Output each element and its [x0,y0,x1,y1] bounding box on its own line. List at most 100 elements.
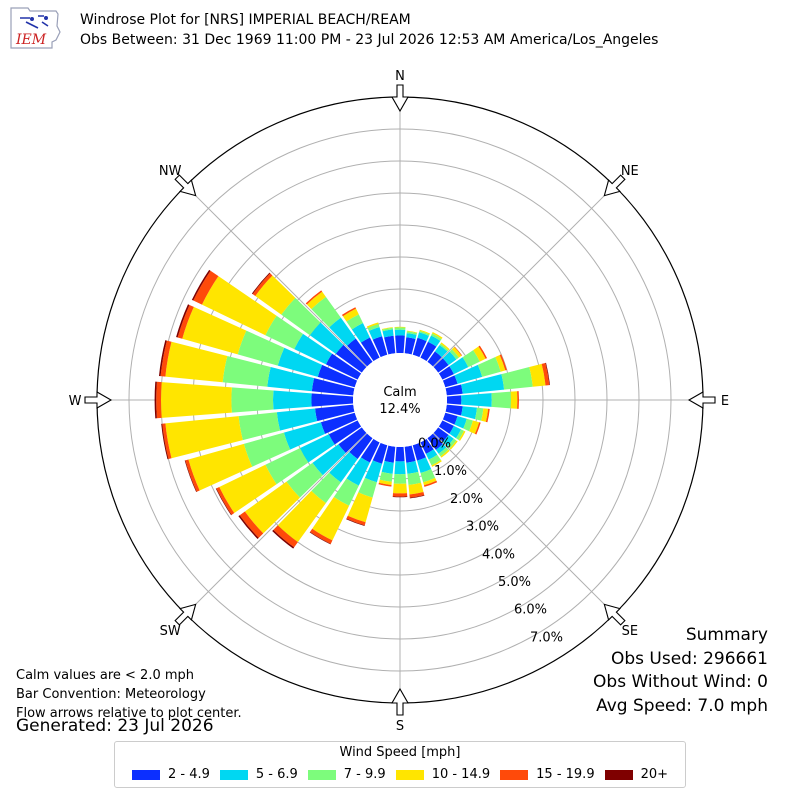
windrose-bar-segment [265,448,309,485]
direction-label: E [721,394,729,409]
windrose-bar-segment [252,273,273,297]
windrose-bar-segment [311,472,341,504]
windrose-bar-segment [184,460,197,493]
windrose-bar-segment [276,408,318,431]
direction-label: W [69,394,82,409]
windrose-bar-segment [165,416,243,459]
windrose-bar-segment [161,382,232,418]
windrose-bar-segment [420,469,436,483]
windrose-bar-segment [216,486,235,515]
windrose-bar-segment [407,471,422,485]
windrose-bar-segment [412,337,427,358]
radial-tick-label: 7.0% [530,630,563,645]
windrose-bar-segment [176,304,190,338]
windrose-bar-segment [449,440,458,450]
windrose-bar-segment [177,304,194,339]
windrose-bar-segment [156,381,162,419]
windrose-bar-segment [360,438,380,463]
windrose-bar-segment [201,276,277,336]
windrose-bar-segment [338,427,367,453]
legend-items: 2 - 4.9 5 - 6.9 7 - 9.9 10 - 14.9 15 - 19.9 2… [115,767,685,782]
chart-subtitle: Obs Between: 31 Dec 1969 11:00 PM - 23 J… [80,32,659,48]
windrose-bar-segment [473,346,486,362]
windrose-bar-segment [419,330,430,336]
legend-swatch [500,769,529,780]
windrose-bar-segment [495,354,506,372]
windrose-bar-segment [456,429,464,441]
windrose-bar-segment [461,406,478,420]
radial-tick-label: 2.0% [450,492,483,507]
windrose-bar-segment [372,442,388,464]
windrose-bar-segment [315,404,355,422]
windrose-bar-segment [231,387,274,413]
flow-arrow-icon [174,174,197,197]
windrose-bar-segment [394,329,406,336]
windrose-bar-segment [477,356,501,377]
windrose-bar-segment [394,326,406,328]
windrose-bar-segment [404,445,416,463]
windrose-bar-segment [325,353,362,380]
windrose-bar-segment [445,404,463,416]
legend-swatch [604,769,633,780]
legend-swatch [395,769,424,780]
windrose-bar-segment [346,518,365,526]
windrose-bar-segment [255,275,296,315]
windrose-bar-segment [219,464,277,514]
windrose-bar-segment [478,345,488,359]
windrose-bar-segment [510,391,518,409]
windrose-bar-segment [381,461,394,474]
windrose-bar-segment [449,425,462,439]
flow-arrow-icon [391,84,409,113]
legend-label: 2 - 4.9 [167,767,210,782]
windrose-bar-segment [342,308,359,322]
windrose-bar-segment [442,434,454,447]
windrose-bar-segment [277,490,326,543]
windrose-bar-segment [158,340,167,377]
radial-tick-label: 0.0% [418,436,451,451]
windrose-bar-segment [404,337,416,355]
windrose-bar-segment [366,322,379,328]
windrose-bar-segment [461,374,505,394]
legend-item: 15 - 19.9 [500,767,595,782]
windrose-bar-segment [328,420,362,445]
flow-arrow-icon [84,391,113,409]
windrose-bar-segment [442,412,458,425]
windrose-bar-segment [381,327,393,330]
windrose-bar-segment [267,367,315,392]
windrose-bar-segment [265,315,304,350]
windrose-bar-segment [379,471,393,482]
windrose-bar-segment [368,327,383,340]
legend-item: 2 - 4.9 [131,767,210,782]
windrose-bar-segment [299,434,335,463]
windrose-bar-segment [428,335,441,347]
windrose-bar-segment [311,378,355,396]
windrose-bar-segment [438,420,454,434]
windrose-bar-segment [392,483,408,494]
windrose-bar-segment [442,375,458,388]
windrose-bar-segment [378,479,392,485]
radial-tick-label: 5.0% [498,575,531,590]
windrose-bar-segment [432,331,443,339]
radial-tick-label: 3.0% [466,520,499,535]
windrose-bar-segment [346,515,366,526]
windrose-bar-segment [431,333,442,341]
calm-circle [353,353,447,447]
legend-label: 7 - 9.9 [343,767,386,782]
windrose-bar-segment [394,327,406,330]
iem-logo: IEM [10,7,61,49]
summary-obs-without-wind: Obs Without Wind: 0 [593,672,768,692]
calm-value: 12.4% [379,402,420,417]
windrose-bar-segment [351,323,370,343]
windrose-bar-segment [454,364,483,384]
calm-label: Calm [383,385,416,400]
windrose-bar-segment [244,481,300,534]
windrose-bar-segment [423,480,438,487]
windrose-bar-segment [462,350,480,368]
flow-arrow-icon [174,603,197,626]
windrose-bar-segment [251,272,271,295]
windrose-bar-segment [305,290,323,305]
windrose-bar-segment [215,488,232,516]
legend-label: 15 - 19.9 [536,767,595,782]
flow-arrow-icon [603,603,626,626]
legend-title: Wind Speed [mph] [339,745,461,760]
